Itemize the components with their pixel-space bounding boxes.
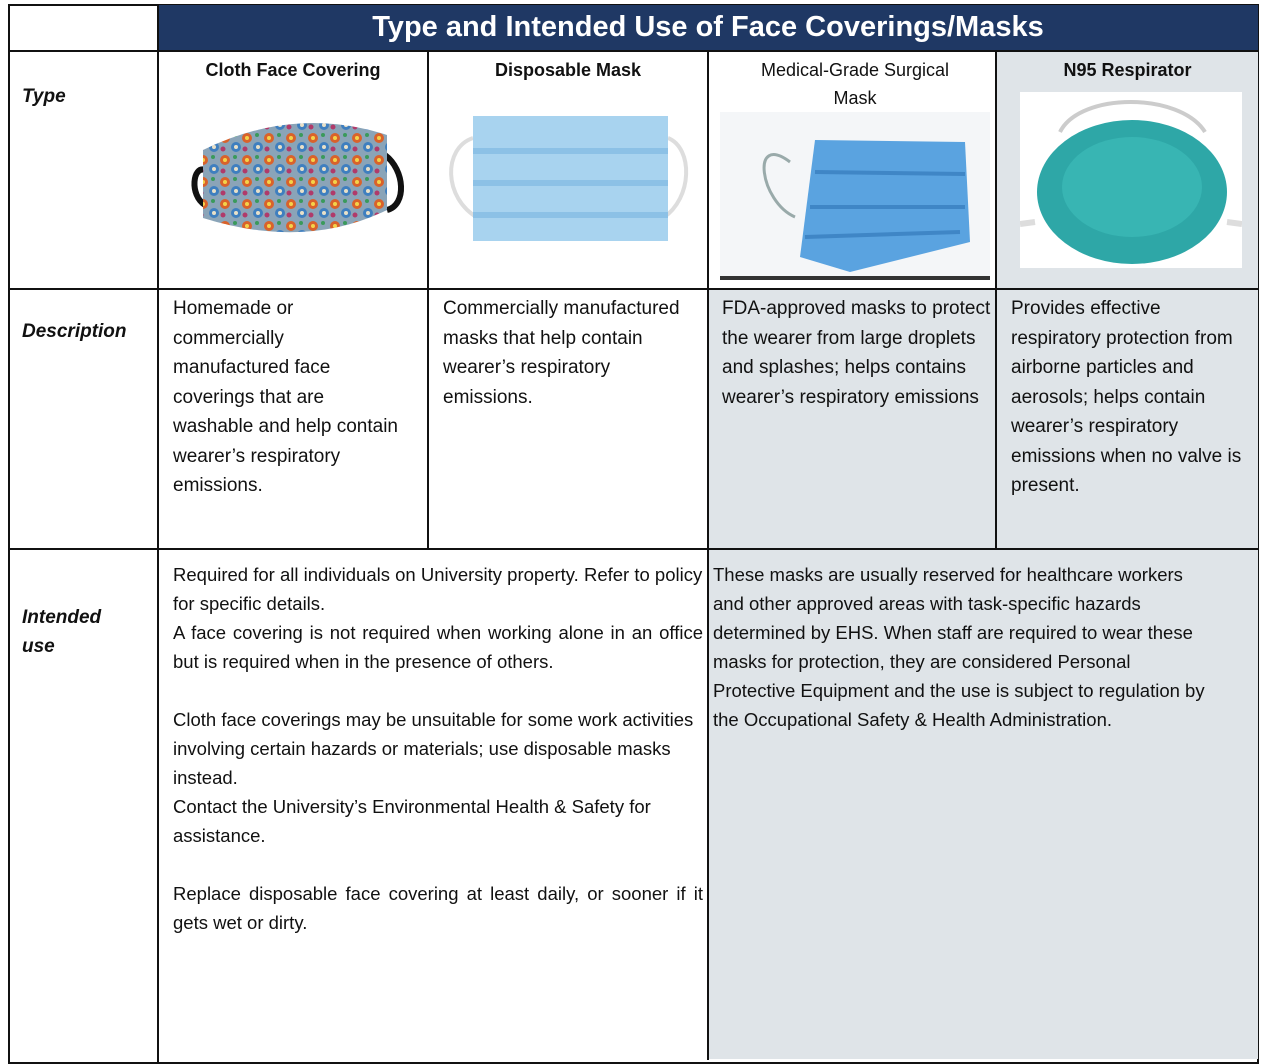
row-label: Description [22,321,127,342]
paragraph: Required for all individuals on Universi… [173,564,703,614]
paragraph: Contact the University’s Environmental H… [173,796,651,846]
cloth-mask-image [191,123,404,233]
title-bar: Type and Intended Use of Face Coverings/… [158,5,1258,50]
row-line [8,548,1259,550]
intended-use-protective: These masks are usually reserved for hea… [713,564,1205,730]
paragraph: Cloth face coverings may be unsuitable f… [173,709,694,788]
row-label: Intended use [22,607,102,657]
col-line [707,50,709,1060]
col-line [995,50,997,550]
column-header: N95 Respirator [1063,60,1192,80]
description: Homemade or commercially manufactured fa… [173,298,399,496]
column-header: Disposable Mask [494,60,642,80]
col-line [157,4,159,1064]
description: FDA-approved masks to protect the wearer… [722,298,991,408]
n95-image [1020,92,1242,268]
cell-bg [708,549,1258,1059]
column-header: Medical-Grade Surgical Mask [760,60,950,108]
intended-use-general: Required for all individuals on Universi… [159,550,707,937]
row-label: Type [22,86,66,107]
description: Commercially manufactured masks that hel… [443,298,680,408]
title: Type and Intended Use of Face Coverings/… [372,11,1044,43]
cell-bg [708,289,1258,548]
column-header: Cloth Face Covering [205,60,381,80]
surgical-mask-image [720,112,990,280]
disposable-mask-image [449,116,689,241]
paragraph: A face covering is not required when wor… [173,622,703,672]
row-line [8,50,1259,52]
col-line [427,50,429,550]
description: Provides effective respiratory protectio… [1011,298,1242,496]
row-line [8,288,1259,290]
paragraph: Replace disposable face covering at leas… [173,883,703,933]
